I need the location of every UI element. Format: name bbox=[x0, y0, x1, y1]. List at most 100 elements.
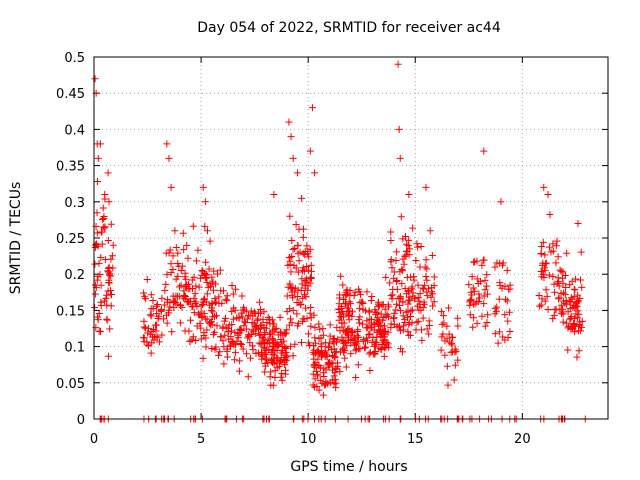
data-point bbox=[303, 242, 311, 250]
data-points bbox=[91, 60, 589, 423]
data-point bbox=[222, 323, 230, 331]
data-point bbox=[262, 354, 270, 362]
data-point bbox=[303, 314, 311, 322]
data-point bbox=[561, 299, 569, 307]
y-tick-label: 0.05 bbox=[56, 377, 85, 392]
data-point bbox=[143, 276, 151, 284]
data-point bbox=[174, 260, 182, 268]
data-point bbox=[403, 248, 411, 255]
data-point bbox=[211, 294, 219, 302]
data-point bbox=[293, 310, 301, 318]
data-point bbox=[188, 336, 196, 344]
data-point bbox=[155, 338, 163, 346]
data-point bbox=[454, 322, 462, 330]
data-point bbox=[393, 300, 401, 308]
data-point bbox=[175, 292, 183, 300]
data-point bbox=[292, 221, 300, 229]
data-point bbox=[98, 228, 106, 236]
data-point bbox=[101, 255, 109, 263]
data-point bbox=[368, 316, 376, 324]
data-point bbox=[310, 355, 318, 363]
data-point bbox=[501, 311, 509, 319]
data-point bbox=[99, 223, 107, 231]
data-point bbox=[203, 315, 211, 323]
data-point bbox=[468, 291, 476, 299]
data-point bbox=[567, 313, 575, 321]
data-point bbox=[320, 369, 328, 377]
data-point bbox=[470, 314, 478, 322]
data-point bbox=[197, 335, 205, 343]
data-point bbox=[475, 290, 483, 298]
data-point bbox=[170, 304, 178, 312]
data-point bbox=[94, 154, 102, 162]
data-point bbox=[331, 354, 339, 362]
data-point bbox=[277, 336, 285, 344]
data-point bbox=[300, 267, 308, 275]
data-point bbox=[375, 344, 383, 352]
data-point bbox=[229, 315, 237, 323]
data-point bbox=[555, 295, 563, 303]
data-point bbox=[539, 271, 547, 279]
data-point bbox=[392, 256, 400, 264]
data-point bbox=[494, 339, 502, 347]
data-point bbox=[242, 325, 250, 333]
data-point bbox=[165, 154, 173, 162]
data-point bbox=[311, 324, 319, 332]
data-point bbox=[326, 332, 334, 340]
data-point bbox=[393, 248, 401, 256]
data-point bbox=[216, 266, 224, 274]
data-point bbox=[467, 288, 475, 296]
x-tick-label: 0 bbox=[90, 432, 98, 447]
data-point bbox=[497, 198, 505, 206]
data-point bbox=[345, 310, 353, 318]
data-point bbox=[359, 320, 367, 328]
data-point bbox=[269, 351, 277, 359]
plot-frame bbox=[93, 56, 609, 420]
data-point bbox=[307, 304, 315, 312]
data-point bbox=[153, 302, 161, 310]
data-point bbox=[362, 343, 370, 351]
data-point bbox=[568, 277, 576, 285]
data-point bbox=[347, 350, 355, 358]
data-point bbox=[562, 284, 570, 292]
data-point bbox=[318, 353, 326, 361]
data-point bbox=[340, 295, 348, 303]
data-point bbox=[183, 241, 191, 249]
data-point bbox=[416, 290, 424, 298]
data-point bbox=[573, 353, 581, 361]
data-point bbox=[501, 336, 509, 344]
data-point bbox=[264, 336, 272, 344]
data-point bbox=[95, 259, 103, 267]
data-point bbox=[203, 290, 211, 298]
data-point bbox=[552, 259, 560, 267]
data-point bbox=[448, 333, 456, 341]
data-point bbox=[380, 352, 388, 360]
data-point bbox=[368, 338, 376, 346]
data-point bbox=[256, 324, 264, 332]
data-point bbox=[283, 352, 291, 360]
data-point bbox=[337, 302, 345, 310]
data-point bbox=[395, 125, 403, 133]
data-point bbox=[437, 346, 445, 354]
data-point bbox=[540, 183, 548, 191]
data-point bbox=[506, 327, 514, 335]
data-point bbox=[219, 287, 227, 295]
data-point bbox=[193, 322, 201, 330]
data-point bbox=[236, 357, 244, 365]
data-point bbox=[294, 268, 302, 276]
data-point bbox=[96, 140, 104, 148]
data-point bbox=[195, 283, 203, 291]
data-point bbox=[401, 319, 409, 327]
data-point bbox=[282, 348, 290, 356]
data-point bbox=[165, 309, 173, 317]
data-point bbox=[541, 251, 549, 259]
data-point bbox=[416, 263, 424, 271]
data-point bbox=[396, 268, 404, 276]
data-point bbox=[153, 310, 161, 318]
data-point bbox=[192, 336, 200, 344]
data-point bbox=[253, 316, 261, 324]
data-point bbox=[346, 300, 354, 308]
data-point bbox=[190, 294, 198, 302]
data-point bbox=[260, 308, 268, 316]
data-point bbox=[97, 254, 105, 262]
